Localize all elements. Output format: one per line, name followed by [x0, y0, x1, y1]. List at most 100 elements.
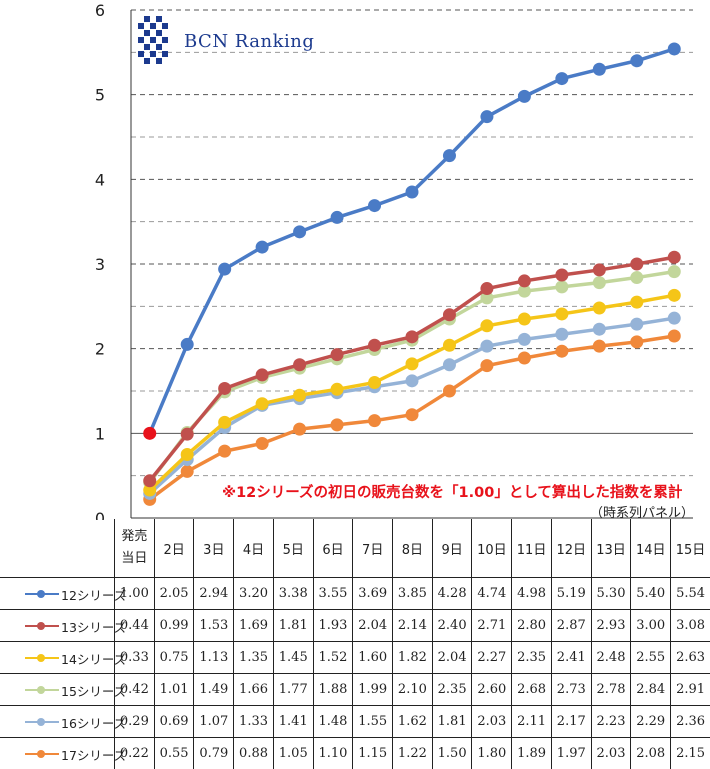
category-label-line: 8日	[402, 543, 423, 558]
legend-marker-icon	[37, 654, 45, 662]
category-label-line: 4日	[243, 543, 264, 558]
table-cell: 5.40	[631, 578, 671, 610]
table-cell: 2.63	[671, 642, 710, 674]
data-point	[555, 72, 568, 85]
data-point	[218, 445, 231, 458]
data-point	[443, 339, 456, 352]
table-cell: 3.38	[273, 578, 313, 610]
data-point	[331, 383, 344, 396]
category-label: 10日	[472, 519, 512, 578]
data-point	[293, 225, 306, 238]
data-point	[593, 302, 606, 315]
logo-dot	[162, 51, 168, 57]
table-cell: 1.80	[472, 738, 512, 769]
data-point	[368, 414, 381, 427]
grid-layer	[131, 10, 693, 476]
table-cell: 2.05	[154, 578, 194, 610]
legend-label: 12シリーズ	[61, 585, 126, 604]
logo-dot	[162, 37, 168, 43]
data-point	[406, 330, 419, 343]
logo-dot	[156, 58, 162, 64]
data-point	[331, 348, 344, 361]
data-point	[555, 280, 568, 293]
table-cell: 1.22	[393, 738, 433, 769]
data-point	[406, 408, 419, 421]
data-point	[368, 339, 381, 352]
data-point	[218, 382, 231, 395]
data-point	[443, 385, 456, 398]
logo-dot	[156, 16, 162, 22]
table-cell: 1.15	[353, 738, 393, 769]
category-label-line: 5日	[283, 543, 304, 558]
category-label-line: 11日	[517, 543, 547, 558]
logo-dot	[144, 44, 150, 50]
table-cell: 1.69	[234, 610, 274, 642]
data-point	[293, 423, 306, 436]
table-cell: 0.99	[154, 610, 194, 642]
data-point	[555, 269, 568, 282]
table-cell: 1.88	[313, 674, 353, 706]
y-tick-label: 4	[95, 170, 105, 189]
logo-dot	[162, 23, 168, 29]
data-point	[143, 474, 156, 487]
table-cell: 2.11	[512, 706, 552, 738]
table-cell: 2.80	[512, 610, 552, 642]
table-cell: 2.78	[591, 674, 631, 706]
table-cell: 2.84	[631, 674, 671, 706]
table-corner	[0, 519, 115, 578]
category-label-line: 3日	[203, 543, 224, 558]
table-cell: 0.75	[154, 642, 194, 674]
category-label-line: 当日	[121, 551, 147, 566]
data-point	[443, 358, 456, 371]
table-cell: 1.10	[313, 738, 353, 769]
chart-note: ※12シリーズの初日の販売台数を「1.00」として算出した指数を累計	[222, 481, 682, 502]
data-point	[668, 42, 681, 55]
data-point	[368, 376, 381, 389]
table-cell: 1.45	[273, 642, 313, 674]
legend-label: 14シリーズ	[61, 649, 126, 668]
series-layer	[143, 42, 681, 505]
table-cell: 2.36	[671, 706, 710, 738]
data-point	[518, 313, 531, 326]
table-cell: 1.07	[194, 706, 234, 738]
data-point	[518, 333, 531, 346]
table-cell: 0.69	[154, 706, 194, 738]
category-label-line: 発売	[121, 529, 147, 544]
data-point	[518, 351, 531, 364]
table-cell: 1.93	[313, 610, 353, 642]
legend-entry: 12シリーズ	[0, 578, 115, 610]
data-point	[331, 418, 344, 431]
data-point	[143, 427, 156, 440]
table-cell: 2.35	[512, 642, 552, 674]
table-cell: 2.94	[194, 578, 234, 610]
category-label-line: 6日	[322, 543, 343, 558]
logo-text: BCN Ranking	[184, 31, 314, 52]
y-tick-label: 6	[95, 1, 105, 20]
y-tick-label: 5	[95, 86, 105, 105]
category-label: 5日	[273, 519, 313, 578]
legend-entry: 17シリーズ	[0, 738, 115, 769]
table-cell: 5.19	[551, 578, 591, 610]
y-tick-label: 2	[95, 340, 105, 359]
table-cell: 5.30	[591, 578, 631, 610]
table-cell: 4.28	[432, 578, 472, 610]
data-point	[668, 329, 681, 342]
category-label: 発売当日	[115, 519, 155, 578]
data-point	[630, 271, 643, 284]
table-cell: 1.35	[234, 642, 274, 674]
logo-dot	[150, 37, 156, 43]
logo-dot	[144, 58, 150, 64]
data-point	[518, 90, 531, 103]
logo-dot	[150, 23, 156, 29]
table-cell: 1.05	[273, 738, 313, 769]
data-point	[293, 389, 306, 402]
table-cell: 3.69	[353, 578, 393, 610]
data-point	[406, 374, 419, 387]
table-cell: 2.87	[551, 610, 591, 642]
y-tick-label: 1	[95, 424, 105, 443]
legend-label: 13シリーズ	[61, 617, 126, 636]
